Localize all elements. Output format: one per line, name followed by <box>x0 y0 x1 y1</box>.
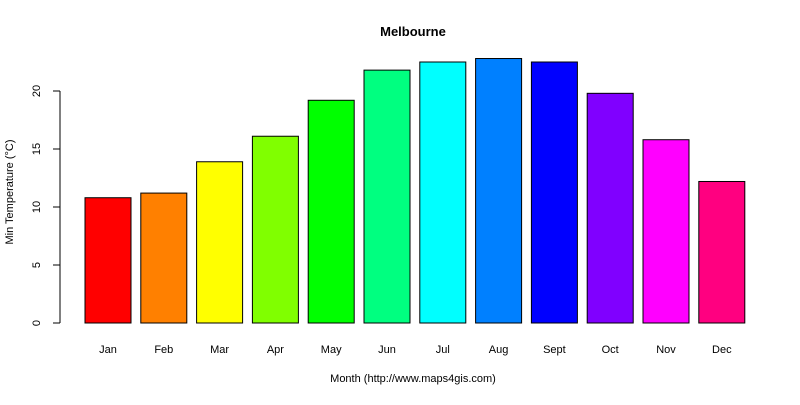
y-axis-title: Min Temperature (°C) <box>4 139 16 244</box>
x-tick-label: Jul <box>436 344 450 356</box>
y-tick-label: 0 <box>31 320 43 326</box>
x-tick-label: Mar <box>210 344 229 356</box>
bar-oct <box>586 92 634 324</box>
x-tick-label: May <box>321 344 342 356</box>
bar-jul <box>419 61 467 324</box>
bar-apr <box>251 135 299 324</box>
bar-aug <box>475 58 523 324</box>
bar-may <box>307 99 355 324</box>
x-tick-label: Sept <box>543 344 566 356</box>
bar-jan <box>84 197 132 324</box>
bars-group <box>84 58 746 324</box>
bar-dec <box>698 180 746 324</box>
x-tick-label: Dec <box>712 344 732 356</box>
bar-feb <box>140 192 188 324</box>
y-tick-label: 5 <box>31 262 43 268</box>
chart-title: Melbourne <box>380 24 446 39</box>
bar-nov <box>642 139 690 324</box>
x-tick-label: Jan <box>99 344 117 356</box>
x-tick-labels: Jan Feb Mar Apr May Jun Jul Aug Sept Oct Nov Dec <box>99 344 732 356</box>
y-tick-label: 15 <box>31 143 43 155</box>
bar-sept <box>530 61 578 324</box>
y-axis: 0 5 10 15 20 <box>31 85 61 326</box>
x-tick-label: Jun <box>378 344 396 356</box>
bar-jun <box>363 69 411 324</box>
x-tick-label: Apr <box>267 344 284 356</box>
bar-mar <box>196 161 244 324</box>
y-tick-label: 20 <box>31 85 43 97</box>
x-axis-title: Month (http://www.maps4gis.com) <box>330 373 496 385</box>
x-tick-label: Feb <box>154 344 173 356</box>
x-tick-label: Oct <box>602 344 619 356</box>
y-tick-label: 10 <box>31 201 43 213</box>
x-tick-label: Aug <box>489 344 509 356</box>
x-tick-label: Nov <box>656 344 676 356</box>
